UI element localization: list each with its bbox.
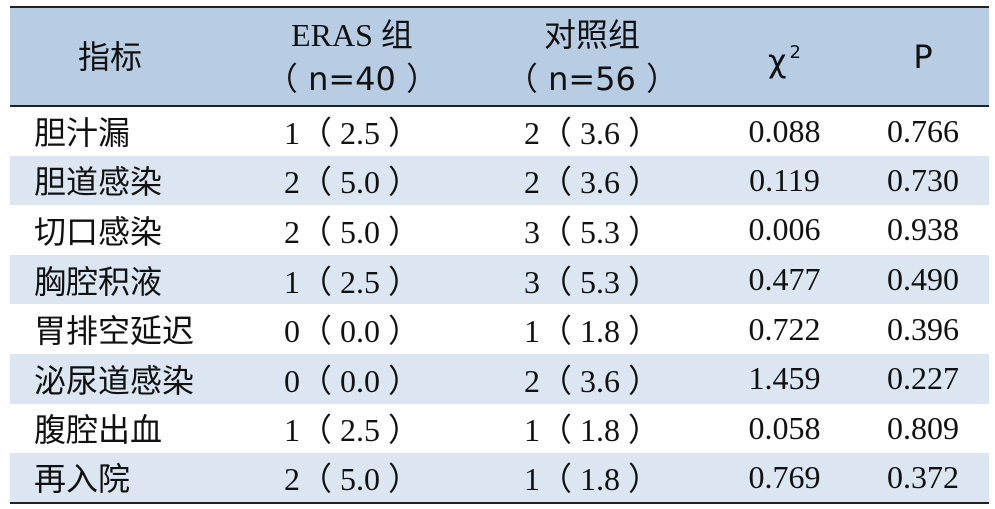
table-row: 胆道感染 2（ 5.0 ） 2（ 3.6 ） 0.119 0.730 — [10, 155, 989, 206]
row-item: 胆汁漏 — [34, 114, 131, 153]
table-row: 再入院 2（ 5.0 ） 1（ 1.8 ） 0.769 0.372 — [10, 453, 989, 504]
row-control: 3（ 5.3 ） — [523, 263, 660, 300]
table-row: 泌尿道感染 0（ 0.0 ） 2（ 3.6 ） 1.459 0.227 — [10, 353, 989, 404]
row-chi2: 1.459 — [748, 360, 821, 397]
row-eras: 2（ 5.0 ） — [283, 213, 420, 250]
row-p: 0.396 — [887, 310, 959, 347]
header-item: 指标 — [10, 6, 232, 107]
row-chi2: 0.058 — [748, 409, 821, 446]
row-chi2: 0.769 — [712, 453, 857, 504]
row-control: 2（ 3.6 ） — [523, 115, 660, 152]
row-control: 1（ 1.8 ） — [472, 453, 712, 504]
row-eras: 0（ 0.0 ） — [283, 362, 420, 399]
row-chi2: 0.088 — [748, 112, 821, 149]
chi-symbol: χ — [768, 41, 787, 80]
header-control-label: 对照组 — [543, 15, 640, 54]
row-p: 0.809 — [887, 409, 959, 446]
row-item: 胆道感染 — [34, 163, 163, 202]
row-p: 0.938 — [887, 211, 959, 248]
row-eras: 1（ 2.5 ） — [283, 412, 420, 449]
row-eras: 2（ 5.0 ） — [232, 453, 472, 504]
header-control-n: （ n=56 ） — [505, 59, 679, 98]
row-chi2: 0.119 — [749, 161, 820, 198]
row-item: 胸腔积液 — [34, 262, 163, 301]
row-p: 0.490 — [887, 261, 959, 298]
row-item: 泌尿道感染 — [34, 361, 195, 400]
row-control: 2（ 3.6 ） — [523, 362, 660, 399]
row-control: 3（ 5.3 ） — [523, 213, 660, 250]
row-p: 0.227 — [887, 360, 959, 397]
table-row: 胸腔积液 1（ 2.5 ） 3（ 5.3 ） 0.477 0.490 — [10, 254, 989, 305]
header-eras-label: ERAS 组 — [291, 16, 413, 53]
table-body: 胆汁漏 1（ 2.5 ） 2（ 3.6 ） 0.088 0.766 胆道感染 2… — [10, 106, 989, 504]
row-item: 腹腔出血 — [34, 411, 163, 450]
row-eras: 2（ 5.0 ） — [283, 164, 420, 201]
row-p: 0.372 — [857, 453, 989, 504]
table-row: 腹腔出血 1（ 2.5 ） 1（ 1.8 ） 0.058 0.809 — [10, 404, 989, 454]
row-eras: 1（ 2.5 ） — [283, 263, 420, 300]
row-p: 0.730 — [887, 161, 959, 198]
row-item: 胃排空延迟 — [34, 312, 195, 351]
row-eras: 1（ 2.5 ） — [283, 115, 420, 152]
row-eras: 0（ 0.0 ） — [283, 313, 420, 350]
row-control: 1（ 1.8 ） — [523, 412, 660, 449]
header-eras-group: ERAS 组 （ n=40 ） — [232, 6, 472, 107]
row-p: 0.766 — [887, 112, 959, 149]
header-eras-n: （ n=40 ） — [265, 59, 439, 98]
table-row: 胆汁漏 1（ 2.5 ） 2（ 3.6 ） 0.088 0.766 — [10, 106, 989, 156]
header-control-group: 对照组 （ n=56 ） — [472, 6, 712, 107]
row-control: 2（ 3.6 ） — [523, 164, 660, 201]
row-chi2: 0.477 — [748, 261, 821, 298]
row-item: 切口感染 — [34, 212, 163, 251]
header-p-value: P — [857, 6, 989, 107]
table-row: 胃排空延迟 0（ 0.0 ） 1（ 1.8 ） 0.722 0.396 — [10, 304, 989, 354]
row-chi2: 0.722 — [748, 310, 821, 347]
table-row: 切口感染 2（ 5.0 ） 3（ 5.3 ） 0.006 0.938 — [10, 205, 989, 255]
row-control: 1（ 1.8 ） — [523, 313, 660, 350]
row-chi2: 0.006 — [748, 211, 821, 248]
chi-superscript: 2 — [789, 41, 801, 63]
row-item: 再入院 — [10, 453, 232, 504]
